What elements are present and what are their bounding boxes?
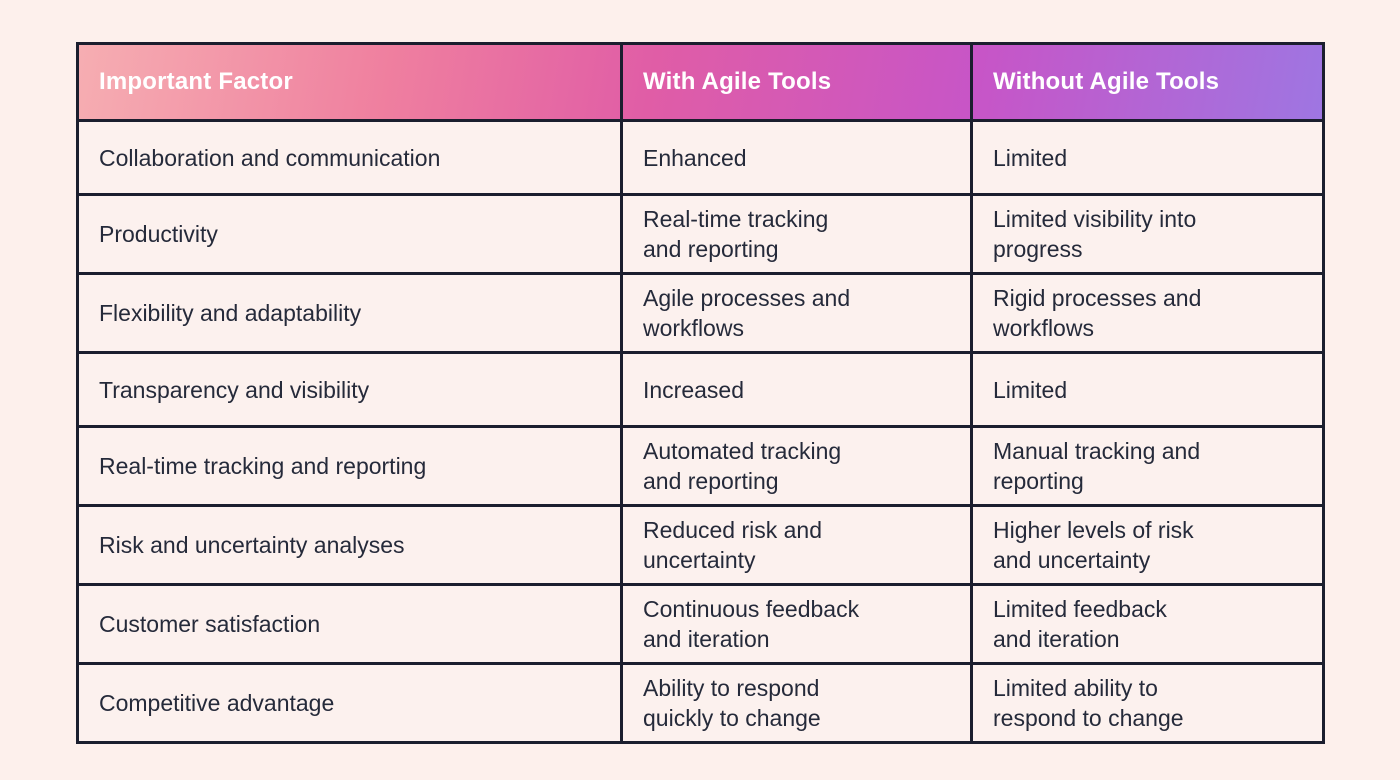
table-row: Transparency and visibility Increased Li… — [76, 351, 1325, 428]
factor-cell: Transparency and visibility — [76, 351, 623, 428]
without-agile-cell: Limited visibility into progress — [970, 193, 1325, 275]
with-agile-cell: Ability to respond quickly to change — [620, 662, 973, 744]
header-cell-without-agile-tools: Without Agile Tools — [970, 42, 1325, 122]
without-agile-cell: Limited — [970, 119, 1325, 196]
agile-tools-comparison-table: Important Factor With Agile Tools Withou… — [76, 42, 1325, 744]
header-row: Important Factor With Agile Tools Withou… — [76, 42, 1325, 122]
factor-cell: Productivity — [76, 193, 623, 275]
factor-cell: Flexibility and adaptability — [76, 272, 623, 354]
without-agile-cell: Limited feedback and iteration — [970, 583, 1325, 665]
factor-cell: Competitive advantage — [76, 662, 623, 744]
factor-cell: Risk and uncertainty analyses — [76, 504, 623, 586]
factor-cell: Real-time tracking and reporting — [76, 425, 623, 507]
with-agile-cell: Real-time tracking and reporting — [620, 193, 973, 275]
without-agile-cell: Manual tracking and reporting — [970, 425, 1325, 507]
table-row: Competitive advantage Ability to respond… — [76, 662, 1325, 744]
table-row: Collaboration and communication Enhanced… — [76, 119, 1325, 196]
factor-cell: Customer satisfaction — [76, 583, 623, 665]
with-agile-cell: Agile processes and workflows — [620, 272, 973, 354]
with-agile-cell: Continuous feedback and iteration — [620, 583, 973, 665]
table-row: Productivity Real-time tracking and repo… — [76, 193, 1325, 275]
table-row: Customer satisfaction Continuous feedbac… — [76, 583, 1325, 665]
without-agile-cell: Rigid processes and workflows — [970, 272, 1325, 354]
with-agile-cell: Automated tracking and reporting — [620, 425, 973, 507]
with-agile-cell: Enhanced — [620, 119, 973, 196]
table-row: Risk and uncertainty analyses Reduced ri… — [76, 504, 1325, 586]
with-agile-cell: Increased — [620, 351, 973, 428]
without-agile-cell: Limited ability to respond to change — [970, 662, 1325, 744]
table-row: Flexibility and adaptability Agile proce… — [76, 272, 1325, 354]
header-cell-with-agile-tools: With Agile Tools — [620, 42, 973, 122]
table-row: Real-time tracking and reporting Automat… — [76, 425, 1325, 507]
without-agile-cell: Higher levels of risk and uncertainty — [970, 504, 1325, 586]
without-agile-cell: Limited — [970, 351, 1325, 428]
header-cell-important-factor: Important Factor — [76, 42, 623, 122]
with-agile-cell: Reduced risk and uncertainty — [620, 504, 973, 586]
factor-cell: Collaboration and communication — [76, 119, 623, 196]
